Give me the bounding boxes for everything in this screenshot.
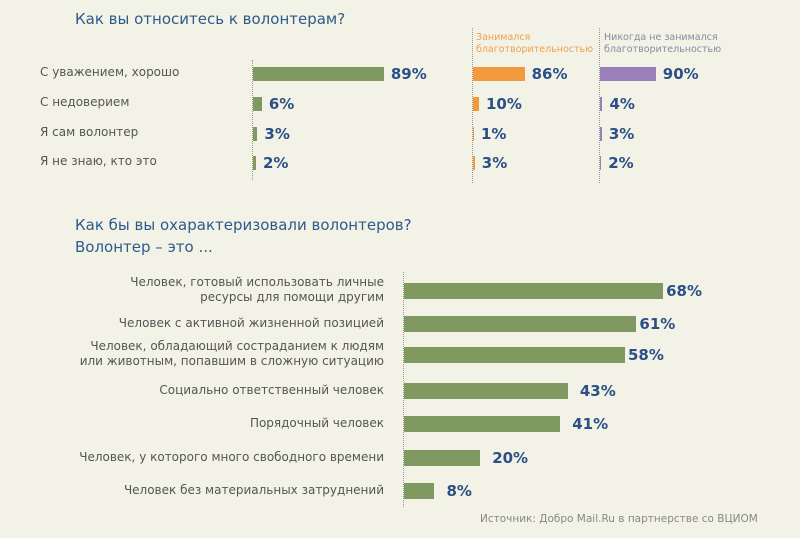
data-label: 3% — [481, 154, 508, 172]
source-note: Источник: Добро Mail.Ru в партнерстве со… — [480, 513, 758, 525]
category-label: Социально ответственный человек — [159, 382, 384, 397]
bar — [473, 67, 525, 81]
bar — [404, 383, 568, 399]
data-label: 68% — [666, 282, 702, 300]
bar — [600, 67, 656, 81]
bar — [404, 316, 637, 332]
legend-no-charity: Никогда не занимался благотворительность… — [604, 32, 722, 55]
category-label: Человек с активной жизненной позицией — [118, 315, 384, 330]
category-label: С уважением, хорошо — [40, 65, 180, 79]
data-label: 2% — [262, 154, 289, 172]
bar — [473, 156, 475, 170]
data-label: 89% — [390, 65, 427, 83]
bar — [473, 127, 474, 141]
bar — [600, 156, 602, 170]
data-label: 10% — [486, 95, 522, 113]
category-label: Я не знаю, кто это — [40, 154, 157, 168]
data-label: 4% — [609, 95, 635, 113]
data-label: 20% — [492, 449, 529, 467]
category-label: Человек, готовый использовать личные ресу… — [130, 275, 384, 304]
data-label: 3% — [608, 125, 635, 143]
axis-line — [599, 28, 600, 183]
chart1-title: Как вы относитесь к волонтерам? — [75, 10, 346, 28]
chart2-title: Как бы вы охарактеризовали волонтеров? — [75, 216, 412, 234]
axis-line — [403, 272, 404, 507]
category-label: Человек, у которого много свободного вре… — [79, 449, 384, 464]
data-label: 43% — [579, 382, 616, 400]
bar — [404, 347, 625, 363]
legend-charity: Занимался благотворительностью — [476, 32, 594, 55]
data-label: 3% — [264, 125, 290, 143]
bar — [253, 97, 262, 111]
data-label: 41% — [572, 415, 609, 433]
axis-line — [252, 60, 253, 180]
bar — [404, 416, 561, 432]
bar — [404, 450, 481, 466]
bar — [253, 67, 384, 81]
bar — [253, 156, 256, 170]
data-label: 86% — [531, 65, 568, 83]
bar — [404, 283, 664, 299]
bar — [600, 97, 603, 111]
category-label: Я сам волонтер — [40, 125, 139, 139]
bar — [253, 127, 258, 141]
axis-line — [472, 28, 473, 183]
chart2-subtitle: Волонтер – это ... — [75, 238, 213, 256]
data-label: 8% — [446, 482, 472, 500]
category-label: Человек, обладающий состраданием к людям… — [79, 339, 384, 368]
bar — [473, 97, 479, 111]
data-label: 6% — [268, 95, 295, 113]
bar — [404, 483, 435, 499]
category-label: Человек без материальных затруднений — [123, 482, 384, 497]
data-label: 61% — [639, 315, 676, 333]
category-label: Порядочный человек — [249, 415, 384, 430]
data-label: 2% — [608, 154, 634, 172]
data-label: 90% — [662, 65, 699, 83]
category-label: С недоверием — [40, 95, 130, 109]
data-label: 58% — [627, 346, 664, 364]
data-label: 1% — [481, 125, 507, 143]
bar — [600, 127, 602, 141]
